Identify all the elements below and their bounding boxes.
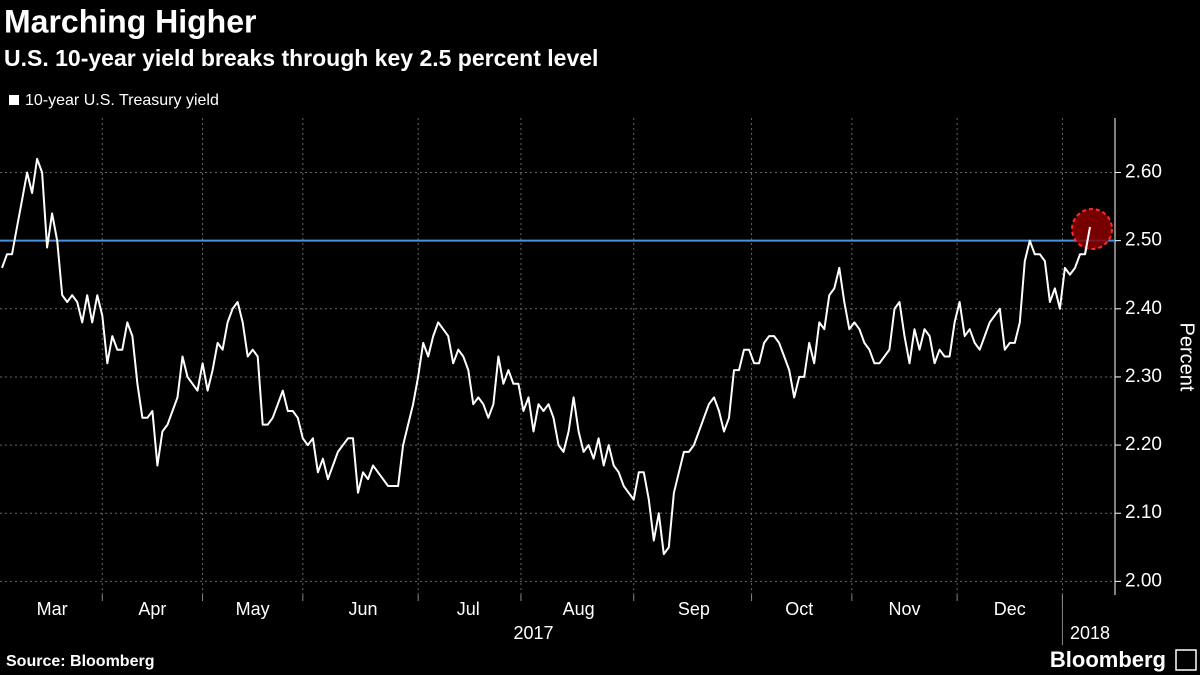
legend-label: 10-year U.S. Treasury yield: [25, 92, 219, 109]
source: Source: Bloomberg: [6, 653, 154, 670]
brand-icon: [1175, 649, 1197, 671]
y-tick-label: 2.40: [1125, 298, 1162, 319]
brand: Bloomberg: [1050, 647, 1166, 672]
x-tick-label: May: [236, 599, 270, 619]
y-tick-label: 2.30: [1125, 366, 1162, 387]
x-tick-label: Nov: [888, 599, 920, 619]
y-tick-label: 2.20: [1125, 434, 1162, 455]
y-axis-label: Percent: [1176, 323, 1198, 392]
highlight-circle: [1071, 208, 1113, 251]
y-tick-label: 2.00: [1125, 570, 1162, 591]
x-tick-label: Oct: [785, 599, 813, 619]
chart-subtitle: U.S. 10-year yield breaks through key 2.…: [4, 45, 598, 71]
x-year-label: 2017: [513, 623, 553, 643]
legend-swatch: [9, 95, 19, 105]
x-tick-label: Dec: [994, 599, 1026, 619]
chart-title: Marching Higher: [4, 3, 256, 39]
y-tick-label: 2.10: [1125, 502, 1162, 523]
y-tick-label: 2.50: [1125, 230, 1162, 251]
x-tick-label: Aug: [563, 599, 595, 619]
x-tick-label: Jul: [457, 599, 480, 619]
y-tick-label: 2.60: [1125, 162, 1162, 183]
series-line: [1, 157, 1091, 556]
highlight-tail: [1084, 226, 1091, 255]
x-year-label: 2018: [1070, 623, 1110, 643]
x-tick-label: Jun: [348, 599, 377, 619]
x-tick-label: Sep: [678, 599, 710, 619]
x-tick-label: Apr: [138, 599, 166, 619]
x-tick-label: Mar: [37, 599, 68, 619]
